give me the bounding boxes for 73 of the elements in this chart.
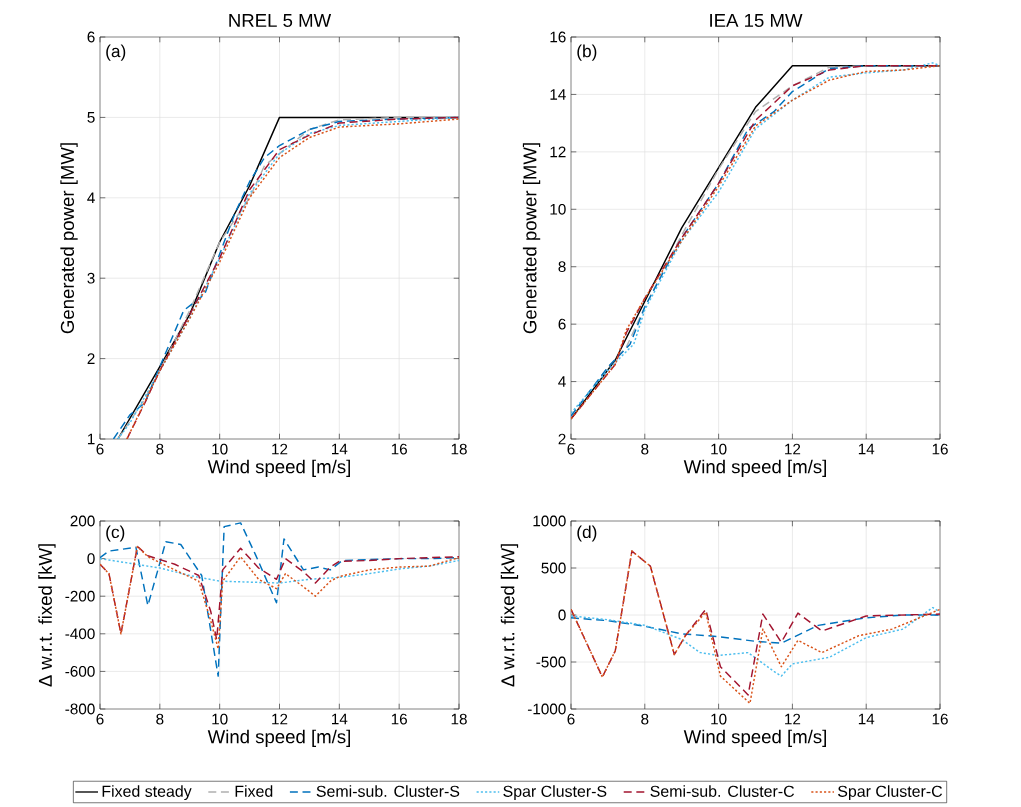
y-tick-label: 10 (550, 203, 566, 215)
y-tick-label: 2 (558, 433, 566, 445)
y-tick-label: 0 (87, 553, 95, 565)
x-tick-label: 8 (156, 443, 164, 455)
x-tick-label: 12 (785, 443, 801, 455)
x-tick-label: 16 (932, 443, 948, 455)
x-tick-label: 16 (391, 713, 407, 725)
x-tick-label: 6 (567, 713, 575, 725)
y-tick-label: 0 (558, 609, 566, 621)
x-tick-label: 10 (711, 713, 727, 725)
x-axis-title: Wind speed [m/s] (207, 459, 350, 477)
x-tick-label: 8 (156, 713, 164, 725)
y-tick-label: -200 (65, 590, 95, 602)
y-tick-label: -400 (65, 628, 95, 640)
y-tick-label: -600 (65, 666, 95, 677)
line-series (571, 614, 941, 644)
x-tick-label: 8 (641, 713, 649, 725)
x-tick-label: 12 (272, 443, 288, 455)
x-tick-label: 14 (858, 443, 875, 455)
x-tick-label: 14 (332, 443, 348, 455)
y-tick-label: 500 (541, 562, 566, 574)
legend-label: Semi-sub. Cluster-S (316, 785, 460, 797)
x-tick-label: 10 (711, 443, 727, 455)
y-tick-label: 6 (558, 318, 566, 330)
x-tick-label: 6 (567, 443, 575, 455)
chart-title: IEA 15 MW (710, 14, 803, 27)
y-tick-label: 200 (70, 515, 95, 527)
y-tick-label: 4 (558, 376, 566, 387)
y-tick-label: 1000 (533, 515, 566, 527)
y-tick-label: 14 (550, 89, 566, 100)
x-tick-label: 6 (96, 443, 104, 455)
legend-label: Spar Cluster-C (838, 785, 943, 801)
x-tick-label: 6 (96, 713, 104, 725)
y-tick-label: 5 (87, 112, 95, 123)
y-axis-title: Generated power [MW] (60, 143, 78, 334)
y-axis-title: Δ w.r.t. fixed [kW] (500, 544, 519, 687)
x-tick-label: 10 (212, 443, 228, 455)
y-tick-label: 12 (550, 146, 566, 158)
legend-label: Semi-sub. Cluster-C (650, 785, 795, 797)
x-tick-label: 12 (785, 713, 801, 725)
x-tick-label: 12 (272, 713, 288, 725)
annotation: (c) (106, 525, 125, 542)
x-tick-label: 14 (332, 713, 348, 725)
y-tick-label: -800 (65, 703, 95, 715)
legend-label: Fixed (235, 785, 273, 797)
x-tick-label: 16 (391, 443, 407, 455)
annotation: (d) (577, 525, 597, 542)
annotation: (b) (577, 44, 597, 61)
x-axis-title: Wind speed [m/s] (683, 459, 826, 477)
y-axis-title: Δ w.r.t. fixed [kW] (38, 544, 56, 687)
x-tick-label: 18 (451, 443, 467, 455)
legend-label: Spar Cluster-S (503, 785, 607, 801)
annotation: (a) (106, 44, 126, 61)
x-tick-label: 18 (451, 713, 467, 725)
chart-title: NREL 5 MW (229, 14, 332, 27)
x-tick-label: 10 (212, 713, 228, 725)
legend-label: Fixed steady (102, 785, 192, 801)
x-tick-label: 16 (932, 713, 948, 725)
x-tick-label: 14 (858, 713, 875, 725)
y-axis-title: Generated power [MW] (522, 143, 541, 334)
x-axis-title: Wind speed [m/s] (683, 729, 826, 747)
line-series (571, 606, 941, 677)
y-tick-label: 16 (550, 31, 566, 43)
y-tick-label: -1000 (527, 703, 566, 715)
x-tick-label: 8 (641, 443, 649, 455)
y-tick-label: 4 (87, 192, 95, 204)
y-tick-label: 6 (87, 31, 95, 43)
y-tick-label: 2 (87, 353, 95, 364)
y-tick-label: 3 (87, 272, 95, 284)
y-tick-label: -500 (536, 656, 566, 668)
x-axis-title: Wind speed [m/s] (207, 729, 350, 747)
y-tick-label: 1 (87, 433, 95, 445)
y-tick-label: 8 (558, 261, 566, 273)
